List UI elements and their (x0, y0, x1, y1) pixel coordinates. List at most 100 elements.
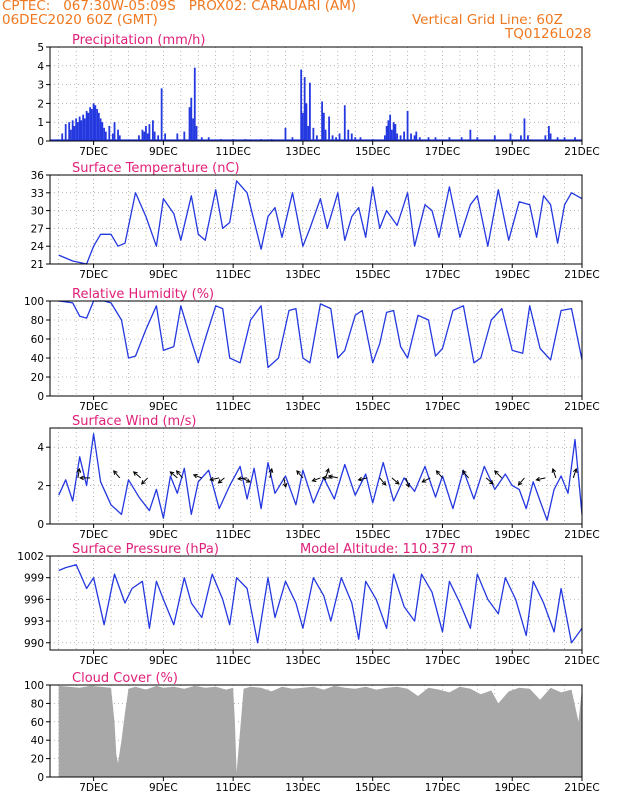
wind-arrow-shaft (133, 471, 142, 479)
surface-temperature-series-line (58, 180, 583, 265)
precip-bar (103, 127, 105, 141)
precip-bar (193, 67, 196, 141)
precip-bar (146, 133, 149, 141)
precip-bar (302, 112, 304, 141)
precip-bar (94, 105, 97, 141)
surface-pressure-x-tick-label: 19DEC (495, 655, 530, 667)
precip-bar (396, 133, 399, 141)
relative-humidity-x-tick-label: 21DEC (564, 401, 599, 413)
precipitation-y-tick-label: 2 (37, 98, 44, 110)
surface-temperature-x-tick-label: 19DEC (495, 269, 530, 281)
surface-wind-x-tick-label: 7DEC (79, 529, 108, 541)
surface-wind-x-tick-label: 17DEC (425, 529, 460, 541)
precip-bar (92, 103, 95, 141)
wind-arrow-head (461, 470, 467, 475)
precip-bar (415, 131, 418, 141)
wind-arrow-head (245, 478, 251, 483)
surface-pressure-y-tick-label: 1002 (17, 551, 44, 563)
wind-arrow-head (494, 470, 499, 475)
precip-bar (392, 122, 395, 141)
wind-arrow-shaft (422, 477, 431, 483)
precip-bar (335, 137, 337, 141)
wind-arrow-shaft (238, 477, 248, 480)
wind-arrow-head (405, 482, 411, 488)
precip-bar (434, 137, 437, 141)
precip-bar (328, 116, 330, 141)
precip-bar (308, 82, 311, 141)
surface-wind-title: Surface Wind (m/s) (72, 414, 196, 429)
wind-arrow-head (169, 471, 175, 476)
precip-bar (70, 129, 72, 141)
wind-arrow-shaft (269, 468, 273, 479)
precip-bar (71, 120, 74, 141)
precip-bar (399, 135, 402, 141)
precip-bar (96, 109, 98, 141)
cloud-cover-x-tick-label: 11DEC (215, 782, 250, 794)
wind-arrow-shaft (193, 474, 202, 479)
wind-arrow-head (551, 467, 557, 473)
precip-bar (390, 129, 393, 141)
precip-bar (383, 135, 386, 141)
relative-humidity-x-tick-label: 17DEC (425, 401, 460, 413)
wind-arrow-head (311, 477, 317, 482)
surface-wind-frame (49, 427, 583, 525)
precip-bar (85, 110, 88, 141)
surface-temperature-y-tick-label: 36 (31, 170, 45, 182)
relative-humidity-title: Relative Humidity (%) (72, 287, 214, 302)
cloud-cover-y-tick-label: 80 (31, 698, 44, 710)
precip-bar (509, 133, 512, 141)
precipitation-frame (49, 46, 583, 142)
precip-bar (403, 131, 405, 141)
wind-arrow-head (573, 467, 578, 473)
surface-temperature-x-tick-label: 21DEC (564, 269, 599, 281)
wind-arrow-shaft (218, 477, 225, 484)
relative-humidity-x-tick-label: 7DEC (79, 401, 108, 413)
wind-arrow-head (132, 471, 138, 476)
wind-arrow-head (217, 479, 223, 484)
wind-arrow-head (517, 480, 523, 486)
wind-arrow-shaft (462, 470, 470, 479)
precip-bar (192, 118, 194, 141)
relative-humidity-frame (49, 300, 583, 397)
wind-arrow-head (327, 474, 333, 479)
precip-bar (117, 129, 119, 141)
surface-pressure-x-tick-label: 13DEC (285, 655, 320, 667)
precipitation-x-tick-label: 13DEC (285, 146, 320, 158)
precipitation-x-tick-label: 15DEC (355, 146, 390, 158)
precip-bar (493, 135, 496, 141)
cloud-cover-y-tick-label: 60 (31, 717, 44, 729)
surface-wind-x-tick-label: 9DEC (149, 529, 178, 541)
wind-arrow-head (357, 476, 363, 482)
surface-pressure-x-tick-label: 17DEC (425, 655, 460, 667)
cloud-cover-title: Cloud Cover (%) (72, 671, 178, 686)
wind-arrow-head (209, 476, 215, 482)
wind-arrow-head (325, 467, 330, 473)
wind-arrow-shaft (494, 470, 503, 479)
precip-bar (406, 110, 409, 141)
precip-bar (563, 137, 566, 141)
wind-arrow-head (192, 473, 198, 479)
relative-humidity-y-tick-label: 60 (31, 334, 44, 346)
surface-pressure-y-tick-label: 996 (24, 594, 44, 606)
cloud-cover-x-tick-label: 15DEC (355, 782, 390, 794)
wind-arrow-shaft (176, 470, 183, 479)
precip-bar (80, 120, 83, 141)
surface-wind-series-line (58, 433, 583, 521)
precip-bar (322, 112, 325, 141)
cloud-cover-y-tick-label: 20 (31, 754, 44, 766)
precipitation-title: Precipitation (mm/h) (72, 33, 205, 48)
precip-bar (68, 122, 71, 141)
precip-bar (188, 107, 191, 141)
relative-humidity-y-tick-label: 80 (31, 315, 44, 327)
precip-bar (200, 137, 203, 141)
wind-arrow-head (175, 470, 181, 475)
surface-pressure-y-tick-label: 999 (24, 573, 44, 585)
header-location: CPTEC: 067:30W-05:09S PROX02: CARAUARI (… (2, 0, 357, 14)
wind-arrow-head (435, 470, 441, 475)
precip-bar (89, 107, 92, 141)
precip-bar (164, 133, 167, 141)
cloud-cover-x-tick-label: 9DEC (149, 782, 178, 794)
relative-humidity-y-tick-label: 40 (31, 353, 44, 365)
surface-temperature-y-tick-label: 27 (31, 223, 44, 235)
precip-bar (97, 112, 100, 141)
